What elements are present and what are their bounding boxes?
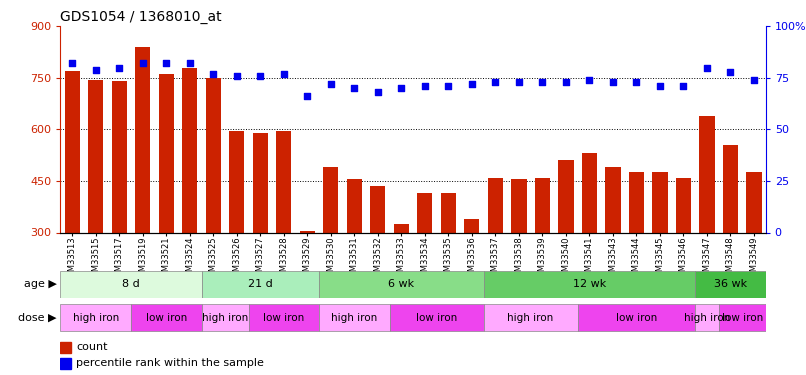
Text: low iron: low iron — [616, 313, 657, 323]
Point — [207, 70, 220, 77]
Point — [89, 67, 102, 73]
Point — [465, 81, 478, 87]
Bar — [582, 153, 597, 232]
Bar — [484, 304, 578, 332]
Point — [536, 79, 549, 85]
Text: percentile rank within the sample: percentile rank within the sample — [76, 358, 264, 368]
Bar — [695, 271, 766, 298]
Bar — [229, 131, 244, 232]
Point — [231, 73, 243, 79]
Bar — [418, 193, 433, 232]
Point — [113, 64, 126, 70]
Bar — [111, 81, 127, 232]
Text: high iron: high iron — [202, 313, 248, 323]
Bar — [578, 304, 695, 332]
Text: dose ▶: dose ▶ — [18, 313, 56, 323]
Bar — [323, 167, 339, 232]
Text: 8 d: 8 d — [122, 279, 140, 289]
Point — [442, 83, 455, 89]
Point — [747, 77, 760, 83]
Point — [489, 79, 502, 85]
Point — [606, 79, 619, 85]
Bar — [182, 68, 197, 232]
Bar — [319, 304, 389, 332]
Point — [183, 60, 196, 66]
Bar — [464, 219, 480, 232]
Bar — [60, 342, 71, 352]
Bar — [389, 304, 484, 332]
Bar — [675, 177, 691, 232]
Bar — [719, 304, 766, 332]
Point — [160, 60, 172, 66]
Point — [700, 64, 713, 70]
Bar — [88, 80, 103, 232]
Bar — [484, 271, 695, 298]
Bar — [60, 304, 131, 332]
Bar — [441, 193, 456, 232]
Bar — [347, 179, 362, 232]
Text: 12 wk: 12 wk — [573, 279, 606, 289]
Bar — [488, 177, 503, 232]
Bar — [629, 172, 644, 232]
Point — [324, 81, 337, 87]
Bar — [695, 304, 719, 332]
Bar — [252, 133, 268, 232]
Point — [277, 70, 290, 77]
Bar — [159, 74, 174, 232]
Bar — [135, 47, 151, 232]
Text: count: count — [76, 342, 107, 352]
Bar — [206, 78, 221, 232]
Bar — [746, 172, 762, 232]
Point — [301, 93, 314, 99]
Point — [630, 79, 643, 85]
Text: high iron: high iron — [73, 313, 118, 323]
Text: low iron: low iron — [416, 313, 457, 323]
Point — [136, 60, 149, 66]
Bar — [534, 177, 550, 232]
Point — [66, 60, 79, 66]
Point — [395, 85, 408, 91]
Point — [583, 77, 596, 83]
Bar — [300, 231, 315, 232]
Bar — [64, 71, 80, 232]
Text: high iron: high iron — [508, 313, 554, 323]
Bar — [131, 304, 202, 332]
Text: high iron: high iron — [331, 313, 377, 323]
Text: 6 wk: 6 wk — [388, 279, 414, 289]
Point — [559, 79, 572, 85]
Bar — [202, 304, 248, 332]
Bar — [276, 131, 292, 232]
Bar — [248, 304, 319, 332]
Point — [654, 83, 667, 89]
Bar — [60, 358, 71, 369]
Point — [724, 69, 737, 75]
Text: GDS1054 / 1368010_at: GDS1054 / 1368010_at — [60, 10, 222, 24]
Point — [372, 89, 384, 95]
Point — [418, 83, 431, 89]
Bar — [202, 271, 319, 298]
Bar — [60, 271, 201, 298]
Bar — [393, 224, 409, 232]
Bar — [605, 167, 621, 232]
Point — [254, 73, 267, 79]
Text: low iron: low iron — [146, 313, 187, 323]
Bar — [511, 179, 526, 232]
Bar — [559, 160, 574, 232]
Text: 21 d: 21 d — [248, 279, 272, 289]
Bar — [319, 271, 484, 298]
Point — [348, 85, 361, 91]
Bar — [700, 116, 715, 232]
Point — [677, 83, 690, 89]
Text: high iron: high iron — [683, 313, 730, 323]
Text: age ▶: age ▶ — [23, 279, 56, 289]
Bar — [723, 145, 738, 232]
Text: low iron: low iron — [263, 313, 305, 323]
Bar — [652, 172, 667, 232]
Text: low iron: low iron — [721, 313, 762, 323]
Bar — [370, 186, 385, 232]
Text: 36 wk: 36 wk — [714, 279, 747, 289]
Point — [513, 79, 526, 85]
